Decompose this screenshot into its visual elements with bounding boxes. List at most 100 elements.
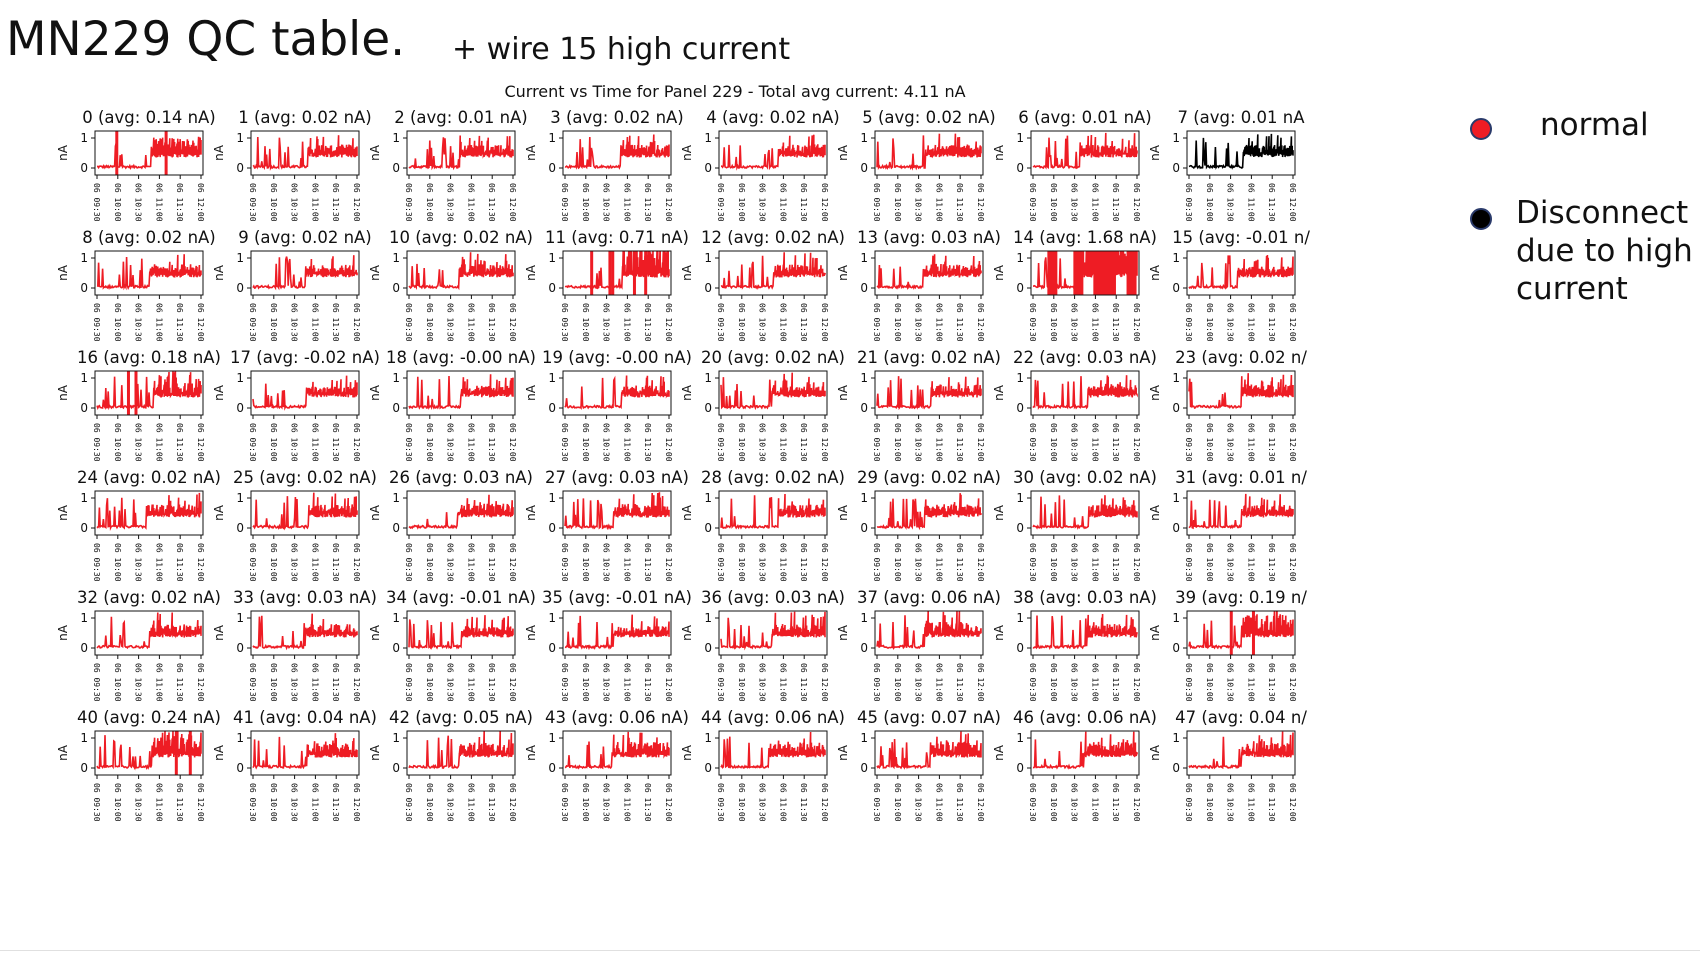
wire-xtick-label-22: 06 12:00	[1132, 423, 1141, 462]
wire-xtick-label-5: 06 09:30	[872, 183, 881, 222]
wire-series-31	[1188, 493, 1294, 530]
wire-ytick-label-9: 1	[236, 251, 244, 265]
wire-ytick-label-41: 1	[236, 731, 244, 745]
wire-ytick-label-31: 0	[1172, 521, 1180, 535]
wire-xtick-label-21: 06 09:30	[872, 423, 881, 462]
wire-xtick-label-25: 06 10:00	[269, 543, 278, 582]
wire-ylabel-3: nA	[524, 144, 538, 161]
wire-xtick-label-12: 06 09:30	[716, 303, 725, 342]
wire-xtick-label-23: 06 11:30	[1267, 423, 1276, 462]
wire-xtick-label-12: 06 11:00	[778, 303, 787, 342]
wire-title-5: 5 (avg: 0.02 nA)	[862, 108, 996, 127]
wire-ytick-label-9: 0	[236, 281, 244, 295]
wire-xtick-label-14: 06 09:30	[1028, 303, 1037, 342]
wire-ytick-label-40: 1	[80, 731, 88, 745]
wire-xtick-label-10: 06 11:30	[487, 303, 496, 342]
wire-frame-43	[562, 730, 672, 776]
wire-xtick-label-28: 06 11:30	[799, 543, 808, 582]
wire-xtick-label-28: 06 11:00	[778, 543, 787, 582]
wire-xtick-label-15: 06 10:30	[1226, 303, 1235, 342]
wire-xtick-label-16: 06 09:30	[92, 423, 101, 462]
wire-series-7	[1188, 133, 1294, 170]
wire-xtick-label-34: 06 09:30	[404, 663, 413, 702]
wire-xtick-label-32: 06 10:30	[134, 663, 143, 702]
wire-spike-11	[644, 251, 648, 295]
wire-spike-0	[115, 131, 119, 175]
wire-ytick-label-21: 1	[860, 371, 868, 385]
wire-title-12: 12 (avg: 0.02 nA)	[701, 228, 845, 247]
wire-plot-36: 36 (avg: 0.03 nA) nA 0 1 06 09:30 06 10:00 06 …	[680, 588, 845, 702]
wire-xtick-label-9: 06 12:00	[352, 303, 361, 342]
wire-frame-33	[250, 610, 360, 656]
wire-frame-38	[1030, 610, 1140, 656]
wire-ytick-label-42: 1	[392, 731, 400, 745]
wire-series-47	[1188, 731, 1294, 770]
wire-plot-33: 33 (avg: 0.03 nA) nA 0 1 06 09:30 06 10:00 06 …	[212, 588, 377, 702]
wire-plot-32: 32 (avg: 0.02 nA) nA 0 1 06 09:30 06 10:00 06 …	[56, 588, 221, 702]
wire-spike-14	[1105, 251, 1116, 295]
wire-xtick-label-39: 06 11:30	[1267, 663, 1276, 702]
wire-xtick-label-20: 06 10:30	[758, 423, 767, 462]
wire-xtick-label-42: 06 10:30	[446, 783, 455, 822]
wire-frame-15	[1186, 250, 1296, 296]
wire-xtick-label-11: 06 10:30	[602, 303, 611, 342]
wire-xtick-label-45: 06 11:30	[955, 783, 964, 822]
wire-ytick-label-1: 0	[236, 161, 244, 175]
wire-title-34: 34 (avg: -0.01 nA)	[386, 588, 536, 607]
wire-ylabel-14: nA	[992, 264, 1006, 281]
wire-frame-26	[406, 490, 516, 536]
wire-xtick-label-38: 06 10:00	[1049, 663, 1058, 702]
wire-frame-7	[1186, 130, 1296, 176]
wire-xtick-label-26: 06 10:00	[425, 543, 434, 582]
wire-ytick-label-3: 1	[548, 131, 556, 145]
wire-xtick-label-1: 06 10:00	[269, 183, 278, 222]
wire-ytick-label-12: 0	[704, 281, 712, 295]
wire-plot-25: 25 (avg: 0.02 nA) nA 0 1 06 09:30 06 10:00 06 …	[212, 468, 377, 582]
wire-title-30: 30 (avg: 0.02 nA)	[1013, 468, 1157, 487]
wire-title-27: 27 (avg: 0.03 nA)	[545, 468, 689, 487]
wire-ytick-label-26: 0	[392, 521, 400, 535]
wire-frame-27	[562, 490, 672, 536]
wire-series-1	[252, 135, 358, 171]
wire-series-18	[408, 374, 514, 410]
wire-xtick-label-40: 06 12:00	[196, 783, 205, 822]
wire-xtick-label-0: 06 12:00	[196, 183, 205, 222]
wire-ylabel-18: nA	[368, 384, 382, 401]
wire-series-34	[408, 615, 514, 651]
wire-plot-10: 10 (avg: 0.02 nA) nA 0 1 06 09:30 06 10:00 06 …	[368, 228, 533, 342]
wire-ylabel-30: nA	[992, 504, 1006, 521]
wire-xtick-label-0: 06 10:00	[113, 183, 122, 222]
wire-xtick-label-30: 06 12:00	[1132, 543, 1141, 582]
wire-xtick-label-5: 06 12:00	[976, 183, 985, 222]
wire-xtick-label-16: 06 10:00	[113, 423, 122, 462]
wire-title-42: 42 (avg: 0.05 nA)	[389, 708, 533, 727]
wire-xtick-label-13: 06 09:30	[872, 303, 881, 342]
wire-plot-47: 47 (avg: 0.04 n/nA 0 1 06 09:30 06 10:00 06 1…	[1148, 708, 1307, 822]
wire-xtick-label-30: 06 11:00	[1090, 543, 1099, 582]
wire-ytick-label-34: 1	[392, 611, 400, 625]
wire-xtick-label-45: 06 12:00	[976, 783, 985, 822]
wire-xtick-label-3: 06 09:30	[560, 183, 569, 222]
wire-plot-3: 3 (avg: 0.02 nA) nA 0 1 06 09:30 06 10:00 06 1…	[524, 108, 684, 222]
wire-xtick-label-39: 06 09:30	[1184, 663, 1193, 702]
wire-ytick-label-28: 0	[704, 521, 712, 535]
wire-xtick-label-33: 06 12:00	[352, 663, 361, 702]
wire-xtick-label-23: 06 12:00	[1288, 423, 1297, 462]
wire-ytick-label-23: 1	[1172, 371, 1180, 385]
wire-xtick-label-31: 06 09:30	[1184, 543, 1193, 582]
wire-frame-22	[1030, 370, 1140, 416]
wire-plot-5: 5 (avg: 0.02 nA) nA 0 1 06 09:30 06 10:00 06 1…	[836, 108, 996, 222]
wire-xtick-label-25: 06 09:30	[248, 543, 257, 582]
wire-xtick-label-43: 06 10:00	[581, 783, 590, 822]
wire-ytick-label-0: 0	[80, 161, 88, 175]
wire-ytick-label-12: 1	[704, 251, 712, 265]
wire-xtick-label-31: 06 11:00	[1246, 543, 1255, 582]
wire-xtick-label-25: 06 12:00	[352, 543, 361, 582]
wire-plot-6: 6 (avg: 0.01 nA) nA 0 1 06 09:30 06 10:00 06 1…	[992, 108, 1152, 222]
wire-title-46: 46 (avg: 0.06 nA)	[1013, 708, 1157, 727]
wire-xtick-label-16: 06 10:30	[134, 423, 143, 462]
wire-title-25: 25 (avg: 0.02 nA)	[233, 468, 377, 487]
wire-xtick-label-36: 06 10:00	[737, 663, 746, 702]
wire-xtick-label-26: 06 10:30	[446, 543, 455, 582]
